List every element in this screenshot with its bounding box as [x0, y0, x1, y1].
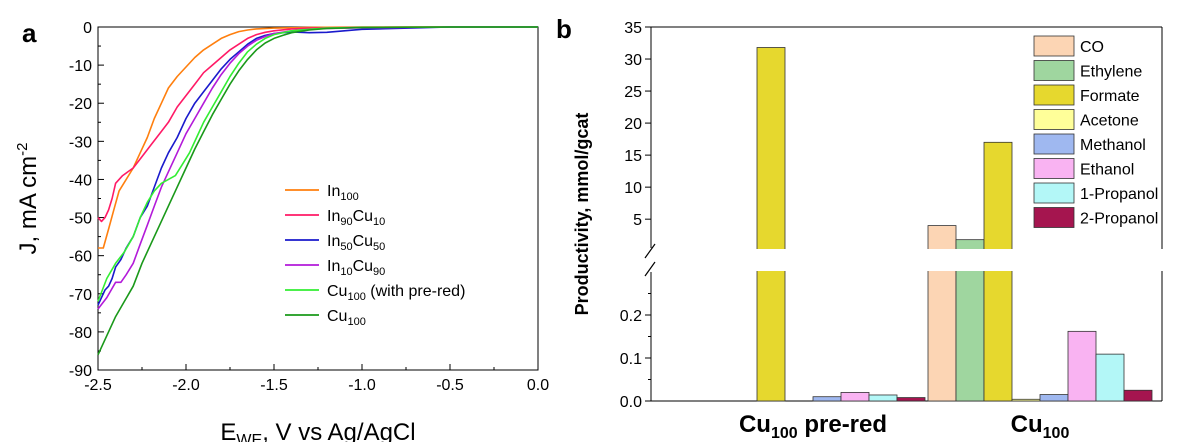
- legend-b: CO Ethylene Formate Acetone Methanol Ethanol 1…: [1033, 35, 1158, 228]
- legend-swatch-b: [1033, 158, 1075, 179]
- break-mark-lower-b: [644, 261, 656, 277]
- panel-a-label: a: [22, 18, 37, 48]
- bar-1-propanol-1: [1095, 353, 1125, 402]
- plot-frame-a: [97, 26, 539, 371]
- bar-formate-0: [756, 47, 786, 402]
- bar-formate-1: [983, 141, 1013, 402]
- x-axis-categories-b: Cu100 pre-red Cu100: [739, 411, 1069, 442]
- y-tick-label-a: 0: [83, 20, 92, 37]
- line-chart-panel-a: 0 -10 -20 -30 -40 -50 -60 -70 -80 -90 -2.5 -2.0 -1.…: [14, 20, 549, 442]
- x-tick-label-a: -2.5: [84, 377, 112, 394]
- series-line-5: [97, 26, 538, 356]
- y-tick-label-a: -80: [69, 325, 92, 342]
- x-tick-label-a: -1.5: [260, 377, 288, 394]
- y-tick-label-a: -40: [69, 172, 92, 189]
- x-tick-label-a: -1.0: [348, 377, 376, 394]
- legend-label-b: CO: [1080, 39, 1104, 56]
- y-axis-label-a: J, mA cm-2: [14, 142, 42, 254]
- legend-label-b: Ethylene: [1080, 64, 1142, 81]
- y-axis-b: 5 10 15 20 25 30 35 0.0 0.1 0.2: [620, 20, 651, 411]
- legend-label-b: 2-Propanol: [1080, 211, 1158, 228]
- y-tick-label-upper-b: 10: [624, 180, 642, 197]
- category-label-b: Cu100 pre-red: [739, 411, 887, 442]
- y-tick-label-upper-b: 20: [624, 116, 642, 133]
- legend-swatch-b: [1033, 133, 1075, 155]
- series-line-0: [98, 26, 538, 249]
- series-line-3: [97, 26, 538, 310]
- legend-label-a: In90Cu10: [327, 208, 385, 228]
- axis-break-b: [643, 243, 1170, 277]
- legend-label-a: In10Cu90: [327, 258, 385, 278]
- y-tick-label-a: -50: [69, 211, 92, 228]
- x-axis-a: -2.5 -2.0 -1.5 -1.0 -0.5 0.0: [84, 364, 549, 394]
- y-tick-label-lower-b: 0.2: [620, 308, 642, 325]
- y-axis-label-b: Productivity, mmol/gcat: [572, 113, 592, 316]
- bar-2-propanol-1: [1123, 389, 1153, 402]
- bar-2-propanol-0: [896, 397, 926, 402]
- bar-methanol-0: [812, 396, 842, 402]
- series-line-1: [97, 26, 538, 223]
- legend-swatch-b: [1033, 84, 1075, 106]
- legend-a: In100 In90Cu10 In50Cu50 In10Cu90 Cu100 (with…: [285, 183, 465, 328]
- legend-swatch-b: [1033, 60, 1075, 81]
- break-mark-upper-b: [644, 243, 656, 259]
- x-tick-label-a: 0.0: [527, 377, 549, 394]
- legend-swatch-b: [1033, 35, 1075, 57]
- panel-b-label: b: [556, 14, 572, 44]
- series-line-2: [97, 26, 538, 306]
- y-tick-label-lower-b: 0.0: [620, 394, 642, 411]
- x-tick-label-a: -0.5: [436, 377, 464, 394]
- bar-ethanol-0: [840, 391, 870, 402]
- legend-label-a: In100: [327, 183, 359, 203]
- bar-ethanol-1: [1067, 330, 1097, 402]
- y-tick-label-lower-b: 0.1: [620, 351, 642, 368]
- y-tick-label-a: -10: [69, 58, 92, 75]
- y-tick-label-upper-b: 5: [633, 212, 642, 229]
- legend-label-a: Cu100: [327, 308, 366, 328]
- legend-label-b: Formate: [1080, 88, 1140, 105]
- y-axis-a: 0 -10 -20 -30 -40 -50 -60 -70 -80 -90: [69, 20, 104, 380]
- y-tick-label-upper-b: 30: [624, 52, 642, 69]
- legend-label-b: Ethanol: [1080, 162, 1134, 179]
- legend-swatch-b: [1033, 182, 1075, 204]
- category-label-b: Cu100: [1011, 411, 1070, 442]
- break-gap-b: [643, 249, 1170, 271]
- y-tick-label-upper-b: 25: [624, 84, 642, 101]
- bar-methanol-1: [1039, 394, 1069, 402]
- bar-1-propanol-0: [868, 394, 898, 402]
- series-group-a: [97, 26, 538, 356]
- y-tick-label-a: -60: [69, 249, 92, 266]
- y-tick-label-a: -30: [69, 134, 92, 151]
- legend-label-b: Acetone: [1080, 113, 1139, 130]
- series-line-4: [97, 26, 538, 302]
- y-tick-label-a: -20: [69, 96, 92, 113]
- x-tick-label-a: -2.0: [172, 377, 200, 394]
- legend-label-a: In50Cu50: [327, 233, 385, 253]
- bar-acetone-1: [1011, 398, 1041, 402]
- legend-swatch-b: [1033, 109, 1075, 130]
- legend-label-a: Cu100 (with pre-red): [327, 283, 465, 303]
- legend-swatch-b: [1033, 207, 1075, 228]
- y-tick-label-upper-b: 35: [624, 20, 642, 37]
- y-tick-label-upper-b: 15: [624, 148, 642, 165]
- y-tick-label-a: -90: [69, 363, 92, 380]
- x-axis-label-a: EWE, V vs Ag/AgCl: [220, 419, 415, 442]
- y-tick-label-a: -70: [69, 287, 92, 304]
- legend-label-b: 1-Propanol: [1080, 186, 1158, 203]
- legend-label-b: Methanol: [1080, 137, 1146, 154]
